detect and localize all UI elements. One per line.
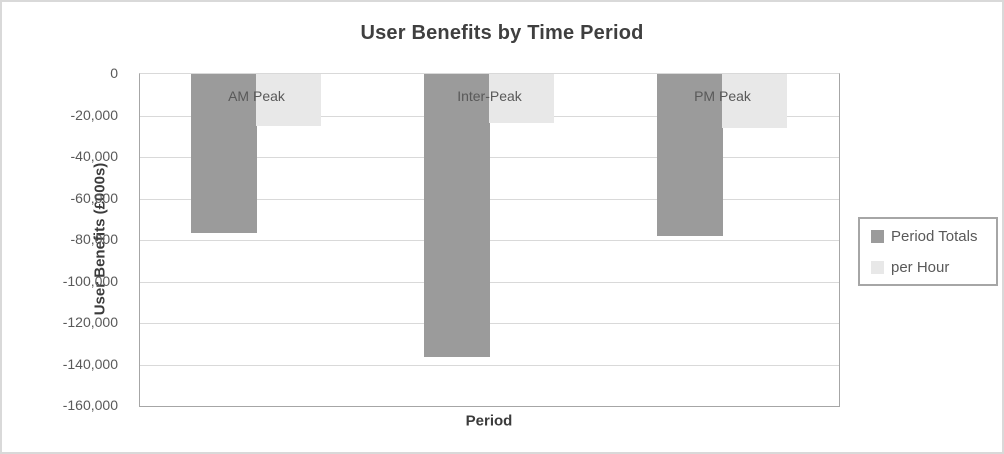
legend-swatch: [871, 229, 884, 243]
gridline: [140, 364, 839, 366]
legend-item: Period Totals: [871, 227, 996, 245]
legend: Period Totals per Hour: [858, 217, 998, 286]
category-group: PM Peak: [606, 74, 839, 406]
bar-per-hour: [721, 74, 787, 128]
y-axis-ticks: 0 -20,000 -40,000 -60,000 -80,000 -100,000 -12…: [2, 65, 118, 413]
legend-label: per Hour: [891, 258, 950, 276]
gridline: [140, 281, 839, 283]
category-group: Inter-Peak: [373, 74, 606, 406]
bar-period-totals: [656, 74, 723, 236]
x-axis-title: Period: [465, 412, 513, 430]
category-label: Inter-Peak: [457, 88, 522, 104]
y-tick-label: 0: [110, 65, 118, 81]
bar-period-totals: [190, 74, 257, 233]
bar-period-totals: [423, 74, 490, 358]
legend-item: per Hour: [871, 258, 996, 276]
y-tick-label: -40,000: [70, 148, 118, 164]
y-tick-label: -60,000: [70, 189, 118, 206]
y-tick-label: -100,000: [62, 272, 118, 289]
chart-title: User Benefits by Time Period: [360, 22, 644, 44]
legend-swatch: [871, 260, 884, 274]
gridline: [140, 240, 839, 241]
gridline: [140, 198, 839, 200]
y-tick-label: -20,000: [70, 106, 118, 123]
category-group: AM Peak: [140, 74, 373, 406]
legend-label: Period Totals: [891, 227, 978, 245]
plot-area: AM Peak Inter-Peak PM Peak: [139, 73, 840, 407]
y-tick-label: -80,000: [70, 231, 118, 247]
gridline: [140, 323, 839, 324]
y-tick-label: -160,000: [62, 397, 118, 413]
y-tick-label: -140,000: [62, 355, 118, 372]
category-label: PM Peak: [694, 88, 751, 104]
y-tick-label: -120,000: [62, 314, 118, 330]
bar-per-hour: [255, 74, 321, 127]
category-label: AM Peak: [228, 88, 285, 104]
bar-per-hour: [488, 74, 554, 123]
gridline: [140, 157, 839, 158]
